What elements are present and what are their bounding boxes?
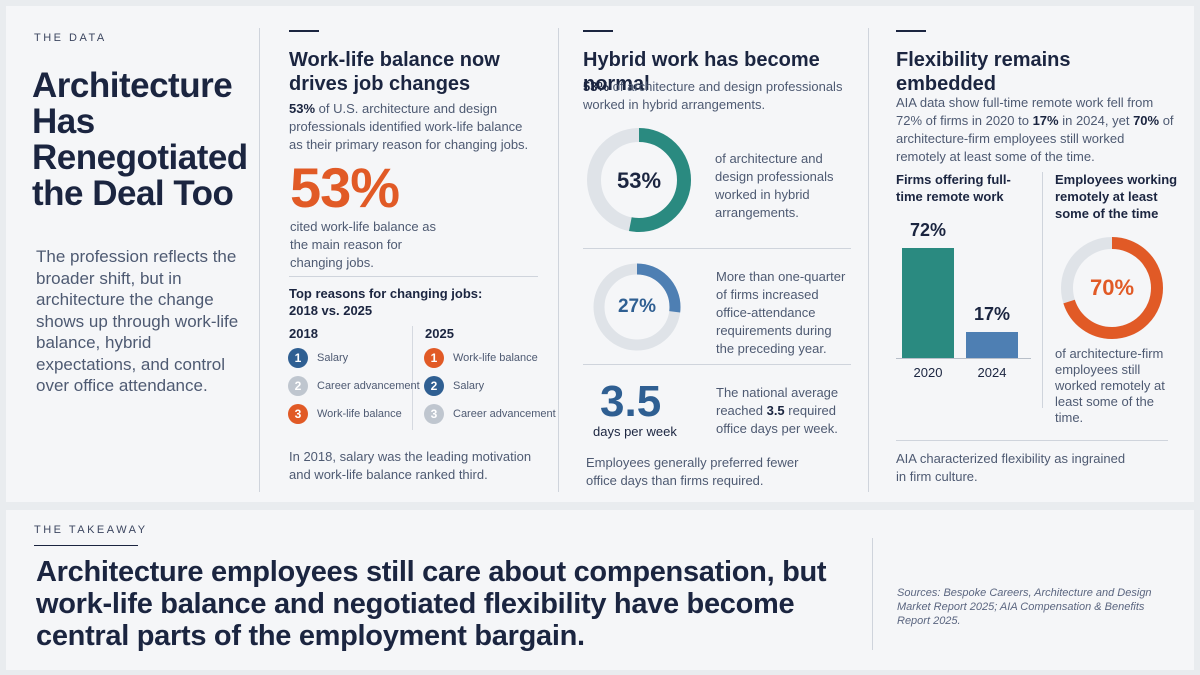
donut-arc xyxy=(1061,237,1163,339)
bar-2020 xyxy=(902,248,954,358)
flexibility-footnote: AIA characterized flexibility as ingrain… xyxy=(896,451,1126,484)
page-title: Architecture Has Renegotiated the Deal T… xyxy=(32,66,248,213)
attendance-donut-chart xyxy=(593,263,681,351)
section-divider xyxy=(896,440,1168,441)
intro-paragraph: The profession reflects the broader shif… xyxy=(36,247,239,395)
rank-label: Career advancement xyxy=(317,380,420,392)
rank-number-badge: 1 xyxy=(424,348,444,368)
bar-x-label: 2024 xyxy=(977,365,1007,380)
takeaway-eyebrow: THE TAKEAWAY xyxy=(34,524,148,536)
rank-label: Work-life balance xyxy=(317,408,402,420)
remote-bars-title: Firms offering full-time remote work xyxy=(896,172,1011,204)
column-accent-bar xyxy=(289,30,319,32)
rank-item-2025: 1 Work-life balance xyxy=(424,347,538,369)
worklife-footnote: In 2018, salary was the leading motivati… xyxy=(289,449,532,482)
column-title-hybrid: Hybrid work has become normal xyxy=(583,49,820,95)
remote-donut-caption: of architecture-firm employees still wor… xyxy=(1055,346,1165,425)
donut-arc xyxy=(587,128,691,232)
flexibility-intro: AIA data show full-time remote work fell… xyxy=(896,95,1174,164)
rank-item-2025: 3 Career advancement xyxy=(424,403,556,425)
hybrid-donut-chart xyxy=(587,128,691,232)
section-divider xyxy=(583,248,851,249)
worklife-intro: 53% of U.S. architecture and design prof… xyxy=(289,101,529,152)
hybrid-donut-caption: of architecture and design professionals… xyxy=(715,151,834,220)
attendance-donut-label: 27% xyxy=(617,296,657,317)
attendance-donut-caption: More than one-quarter of firms increased… xyxy=(716,269,846,356)
office-days-unit: days per week xyxy=(593,424,677,439)
remote-donut-label: 70% xyxy=(1089,275,1135,300)
chart-divider xyxy=(1042,172,1043,408)
data-panel xyxy=(6,6,1194,502)
takeaway-divider xyxy=(872,538,873,650)
column-title-worklife: Work-life balance now drives job changes xyxy=(289,49,500,95)
rank-label: Salary xyxy=(317,352,349,364)
takeaway-statement: Architecture employees still care about … xyxy=(36,556,827,652)
bar-2024 xyxy=(966,332,1018,358)
hybrid-donut-label: 53% xyxy=(616,168,662,193)
rank-label: Salary xyxy=(453,380,485,392)
rank-number-badge: 1 xyxy=(288,348,308,368)
column-divider xyxy=(558,28,559,492)
rank-item-2018: 2 Career advancement xyxy=(288,375,420,397)
column-accent-bar xyxy=(896,30,926,32)
office-days-stat: 3.5 xyxy=(600,377,662,426)
bar-baseline xyxy=(896,358,1031,359)
column-divider xyxy=(868,28,869,492)
worklife-big-caption: cited work-life balance as the main reas… xyxy=(290,219,436,270)
takeaway-panel xyxy=(6,510,1194,670)
rank-label: Career advancement xyxy=(453,408,556,420)
section-divider xyxy=(289,276,538,277)
column-accent-bar xyxy=(583,30,613,32)
rank-item-2018: 3 Work-life balance xyxy=(288,403,402,425)
rank-item-2025: 2 Salary xyxy=(424,375,484,397)
hybrid-intro: 53% of architecture and design professio… xyxy=(583,79,843,112)
rank-number-badge: 3 xyxy=(288,404,308,424)
ranks-title: Top reasons for changing jobs: 2018 vs. … xyxy=(289,286,483,318)
rank-number-badge: 2 xyxy=(288,376,308,396)
office-days-caption: The national average reached 3.5 require… xyxy=(716,385,839,436)
bar-value-2020: 72% xyxy=(909,220,947,240)
donut-arc xyxy=(593,263,681,351)
bar-x-label: 2020 xyxy=(913,365,943,380)
year-2025-heading: 2025 xyxy=(425,326,454,341)
takeaway-rule xyxy=(34,545,138,546)
column-title-flexibility: Flexibility remains embedded xyxy=(896,49,1071,95)
bar-value-2024: 17% xyxy=(973,304,1011,325)
section-divider xyxy=(583,364,851,365)
rank-number-badge: 2 xyxy=(424,376,444,396)
remote-donut-chart xyxy=(1061,237,1163,339)
remote-donut-title: Employees working remotely at least some… xyxy=(1055,172,1178,221)
rank-label: Work-life balance xyxy=(453,352,538,364)
rank-number-badge: 3 xyxy=(424,404,444,424)
ranks-divider xyxy=(412,326,413,430)
year-2018-heading: 2018 xyxy=(289,326,318,341)
column-divider xyxy=(259,28,260,492)
section-eyebrow: THE DATA xyxy=(34,32,107,44)
rank-item-2018: 1 Salary xyxy=(288,347,348,369)
worklife-big-stat: 53% xyxy=(290,156,400,219)
sources-note: Sources: Bespoke Careers, Architecture a… xyxy=(897,587,1152,627)
hybrid-footnote: Employees generally preferred fewer offi… xyxy=(586,455,799,488)
